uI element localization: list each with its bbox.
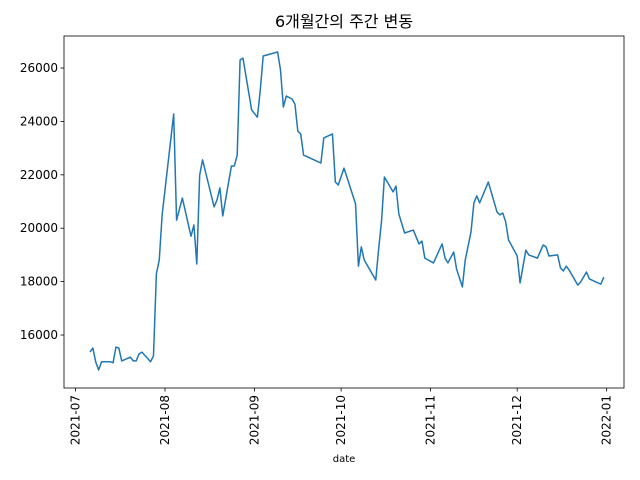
x-tick-label: 2021-11 <box>424 395 438 445</box>
y-tick-label: 20000 <box>20 221 58 235</box>
x-tick-label: 2021-10 <box>334 395 348 445</box>
axes-frame <box>63 35 625 389</box>
x-tick-label: 2022-01 <box>600 395 614 445</box>
y-tick-label: 22000 <box>20 168 58 182</box>
x-tick-label: 2021-09 <box>248 395 262 445</box>
y-tick-label: 26000 <box>20 61 58 75</box>
x-tick-label: 2021-07 <box>69 395 83 445</box>
y-tick-label: 16000 <box>20 328 58 342</box>
x-axis-label: date <box>333 454 356 465</box>
x-tick-label: 2021-12 <box>510 395 524 445</box>
line-series <box>89 51 605 371</box>
x-tick-label: 2021-08 <box>158 395 172 445</box>
y-tick-label: 24000 <box>20 114 58 128</box>
chart-title: 6개월간의 주간 변동 <box>275 12 413 31</box>
y-tick-label: 18000 <box>20 275 58 289</box>
